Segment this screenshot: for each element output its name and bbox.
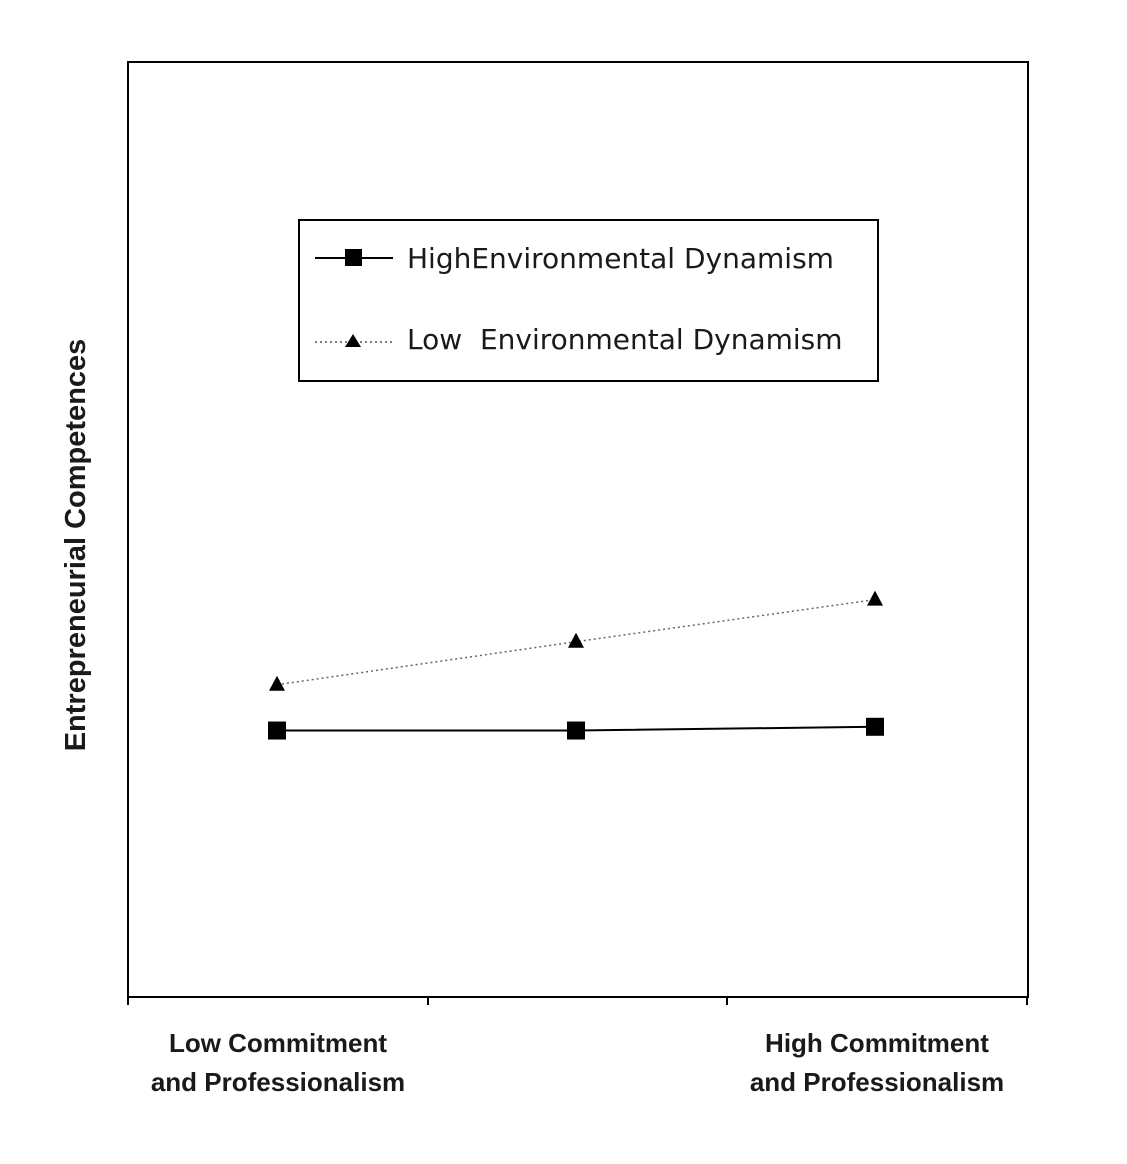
x-tick-label-high-line1: High Commitment xyxy=(765,1028,989,1058)
legend-label-high: HighEnvironmental Dynamism xyxy=(407,242,834,275)
x-axis-ticks xyxy=(127,997,1028,1005)
legend-triangle-marker xyxy=(345,334,361,347)
legend-box xyxy=(298,219,879,382)
plot-area-frame xyxy=(127,61,1029,998)
legend-entry-high: HighEnvironmental Dynamism xyxy=(315,242,834,275)
x-tick-label-high-line2: and Professionalism xyxy=(750,1067,1004,1097)
series-layer xyxy=(268,590,884,740)
data-point-1-0 xyxy=(269,675,285,691)
x-tick-label-low-line1: Low Commitment xyxy=(169,1028,387,1058)
y-axis-label: Entrepreneurial Competences xyxy=(60,339,92,752)
data-point-0-0 xyxy=(268,721,286,740)
data-point-1-1 xyxy=(568,632,584,648)
x-tick-label-high: High Commitment and Professionalism xyxy=(750,1028,1004,1097)
data-point-0-2 xyxy=(866,717,884,736)
data-point-1-2 xyxy=(867,590,883,606)
legend-square-marker xyxy=(345,249,362,266)
data-point-0-1 xyxy=(567,721,585,740)
series-low xyxy=(269,590,883,691)
x-tick-label-low: Low Commitment and Professionalism xyxy=(151,1028,405,1097)
legend: HighEnvironmental Dynamism Low Environme… xyxy=(298,219,879,382)
series-line-1 xyxy=(276,598,876,686)
legend-entry-low: Low Environmental Dynamism xyxy=(315,323,843,356)
legend-label-low: Low Environmental Dynamism xyxy=(407,323,843,356)
series-high xyxy=(268,717,884,740)
x-tick-label-low-line2: and Professionalism xyxy=(151,1067,405,1097)
